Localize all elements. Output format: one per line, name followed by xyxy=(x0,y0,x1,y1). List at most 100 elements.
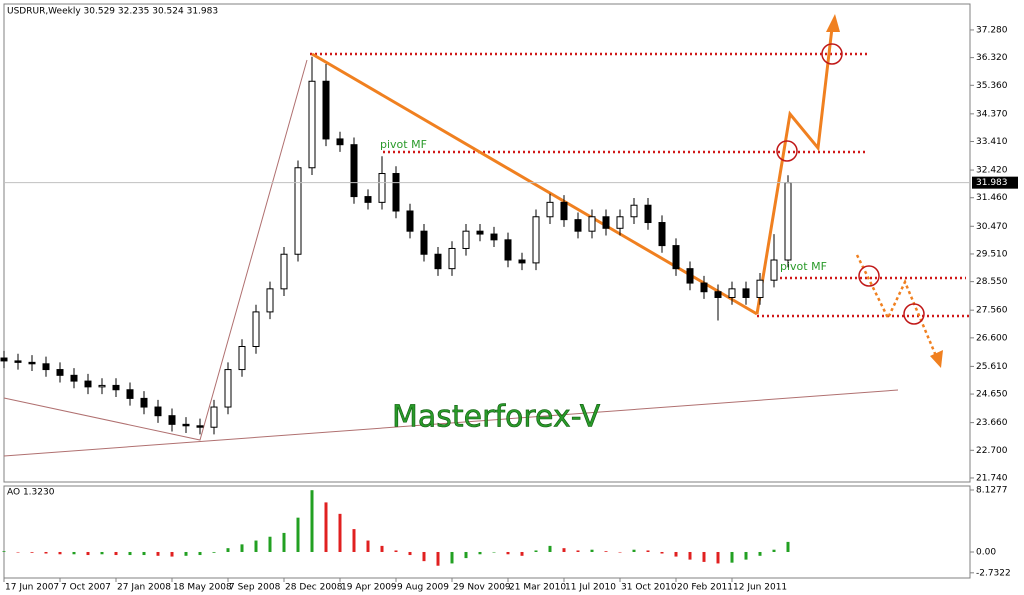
y-tick-label: 0.00 xyxy=(976,547,996,557)
candle-body xyxy=(490,233,498,241)
candle-body xyxy=(42,363,50,371)
candle-body xyxy=(224,369,232,408)
y-tick-label: 24.650 xyxy=(976,390,1008,400)
forecast-path xyxy=(755,27,834,315)
ao-bar xyxy=(688,551,692,560)
ao-bar xyxy=(212,551,216,553)
ao-bar xyxy=(632,549,636,552)
ao-bar xyxy=(2,551,6,552)
drawings xyxy=(3,14,970,457)
candle-body xyxy=(350,144,358,198)
candle-body xyxy=(630,204,638,218)
x-tick-label: 31 Oct 2010 xyxy=(621,583,677,593)
y-tick-label: 27.560 xyxy=(976,306,1008,316)
ao-bar xyxy=(380,545,384,552)
watermark: Masterforex-V xyxy=(392,400,601,435)
ao-bar xyxy=(506,551,510,555)
candle-body xyxy=(336,138,344,146)
ao-bar xyxy=(478,551,482,555)
trend-line xyxy=(3,59,308,441)
x-tick-label: 21 Mar 2010 xyxy=(509,583,566,593)
ao-bar xyxy=(408,551,412,556)
candle-body xyxy=(420,230,428,255)
ao-bar xyxy=(226,548,230,552)
circle-marker xyxy=(903,303,925,325)
candle-body xyxy=(70,374,78,382)
candle-body xyxy=(98,384,106,388)
arrow-head xyxy=(930,350,943,368)
ao-bar xyxy=(730,551,734,563)
y-tick-label: 28.550 xyxy=(976,277,1008,287)
ao-bar xyxy=(534,550,538,552)
ao-bar xyxy=(240,544,244,552)
ao-bar xyxy=(646,550,650,552)
candle-body xyxy=(672,245,680,270)
ao-bar xyxy=(492,551,496,553)
ao-bar xyxy=(86,551,90,556)
ao-bar xyxy=(520,551,524,556)
candle-body xyxy=(546,201,554,218)
circle-marker xyxy=(821,43,843,65)
y-tick-label: 21.740 xyxy=(976,473,1008,483)
ao-bar xyxy=(758,551,762,556)
ao-bar xyxy=(702,551,706,562)
ao-bar xyxy=(618,551,622,553)
candle-body xyxy=(28,361,36,365)
circle-marker xyxy=(776,140,798,162)
ao-bar xyxy=(772,549,776,552)
x-tick-label: 28 Dec 2008 xyxy=(285,583,343,593)
candle-body xyxy=(392,173,400,212)
candle-body xyxy=(700,282,708,293)
candle-body xyxy=(588,216,596,232)
candle-body xyxy=(476,230,484,235)
candle-body xyxy=(560,201,568,221)
y-tick-label: 37.280 xyxy=(976,25,1008,35)
ao-bar xyxy=(338,513,342,552)
ao-bar xyxy=(366,540,370,552)
candle-body xyxy=(280,253,288,290)
x-tick-label: 7 Oct 2007 xyxy=(61,583,111,593)
y-tick-label: -2.7322 xyxy=(976,568,1011,578)
candle-body xyxy=(308,80,316,169)
candle-body xyxy=(574,219,582,232)
candle-body xyxy=(742,288,750,298)
ao-bar xyxy=(142,551,146,556)
candle-body xyxy=(294,167,302,255)
candle-body xyxy=(434,253,442,270)
y-tick-label: 36.320 xyxy=(976,53,1008,63)
ao-bar xyxy=(184,551,188,556)
candle-body xyxy=(378,173,386,203)
candle-body xyxy=(322,80,330,140)
ao-bar xyxy=(268,536,272,552)
candle-body xyxy=(154,406,162,417)
arrow-head xyxy=(826,14,840,32)
ao-bar xyxy=(450,551,454,564)
ao-bar xyxy=(562,548,566,552)
candle-body xyxy=(0,357,8,362)
circle-marker xyxy=(858,265,880,287)
annotation: pivot MF xyxy=(380,138,427,151)
ao-bar xyxy=(282,532,286,552)
trend-line xyxy=(311,52,758,316)
candle-body xyxy=(196,425,204,428)
candle-body xyxy=(14,360,22,363)
ao-bar xyxy=(394,550,398,552)
ao-bar xyxy=(16,551,20,553)
x-tick-label: 9 Aug 2009 xyxy=(397,583,449,593)
x-tick-label: 29 Nov 2009 xyxy=(453,583,511,593)
ao-bar xyxy=(590,549,594,552)
candle-body xyxy=(518,259,526,264)
candle-body xyxy=(644,204,652,224)
candle-body xyxy=(532,216,540,264)
y-tick-label: 35.360 xyxy=(976,81,1008,91)
candle-body xyxy=(770,259,778,281)
x-tick-label: 19 Apr 2009 xyxy=(341,583,397,593)
candle-body xyxy=(364,196,372,203)
x-tick-label: 11 Jul 2010 xyxy=(565,583,616,593)
ao-bar xyxy=(464,551,468,559)
ao-bar xyxy=(72,551,76,555)
ao-bar xyxy=(296,517,300,552)
ao-bar xyxy=(198,551,202,556)
candle-body xyxy=(714,291,722,298)
price-frame xyxy=(3,3,971,483)
